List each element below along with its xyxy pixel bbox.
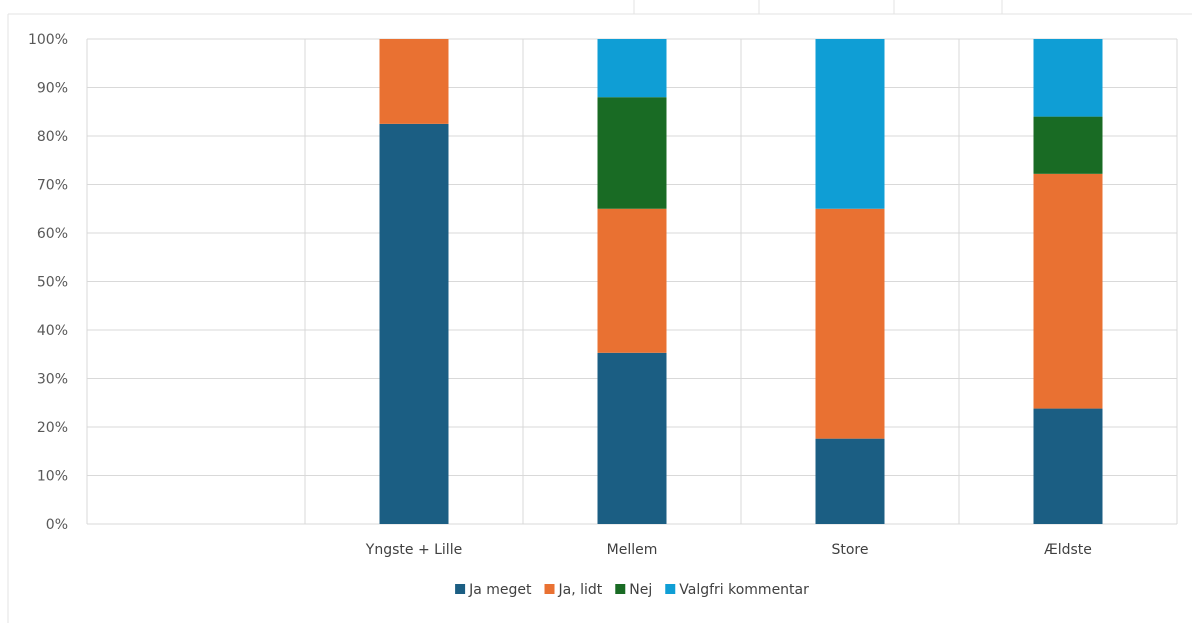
x-category-label: Yngste + Lille [365,542,462,558]
bar-segment [597,39,667,98]
bar-segment [597,352,667,524]
bar-segment [815,438,885,524]
y-tick-label: 70% [37,178,68,194]
bar-segment [597,97,667,209]
bar-segment [1033,408,1103,524]
legend: Ja meget Ja, lidt Nej Valgfri kommentar [455,582,809,598]
bar-segment [1033,116,1103,174]
y-tick-label: 50% [37,275,68,291]
y-tick-label: 100% [28,32,68,48]
y-tick-label: 40% [37,323,68,339]
bar-segment [815,39,885,209]
bar-segment [815,208,885,439]
x-category-label: Store [831,542,868,558]
x-category-label: Ældste [1044,542,1092,558]
bars [379,39,1103,524]
bar-segment [1033,173,1103,409]
legend-swatch [455,584,466,594]
y-tick-label: 60% [37,226,68,242]
legend-swatch [665,584,676,594]
y-axis-ticks: 0% 10% 20% 30% 40% 50% 60% 70% 80% 90% 100% [28,32,68,533]
legend-label: Ja, lidt [558,582,603,598]
legend-label: Valgfri kommentar [679,582,809,598]
bar-segment [597,208,667,353]
legend-label: Nej [629,582,652,598]
x-category-label: Mellem [607,542,658,558]
y-tick-label: 80% [37,129,68,145]
bar-segment [379,123,449,524]
y-tick-label: 30% [37,372,68,388]
legend-swatch [544,584,555,594]
y-tick-label: 0% [46,517,68,533]
y-tick-label: 10% [37,469,68,485]
bar-segment [379,39,449,124]
y-tick-label: 20% [37,420,68,436]
bar-segment [1033,39,1103,117]
legend-swatch [615,584,626,594]
y-tick-label: 90% [37,81,68,97]
x-axis-categories: Yngste + Lille Mellem Store Ældste [365,542,1092,558]
legend-label: Ja meget [468,582,532,598]
